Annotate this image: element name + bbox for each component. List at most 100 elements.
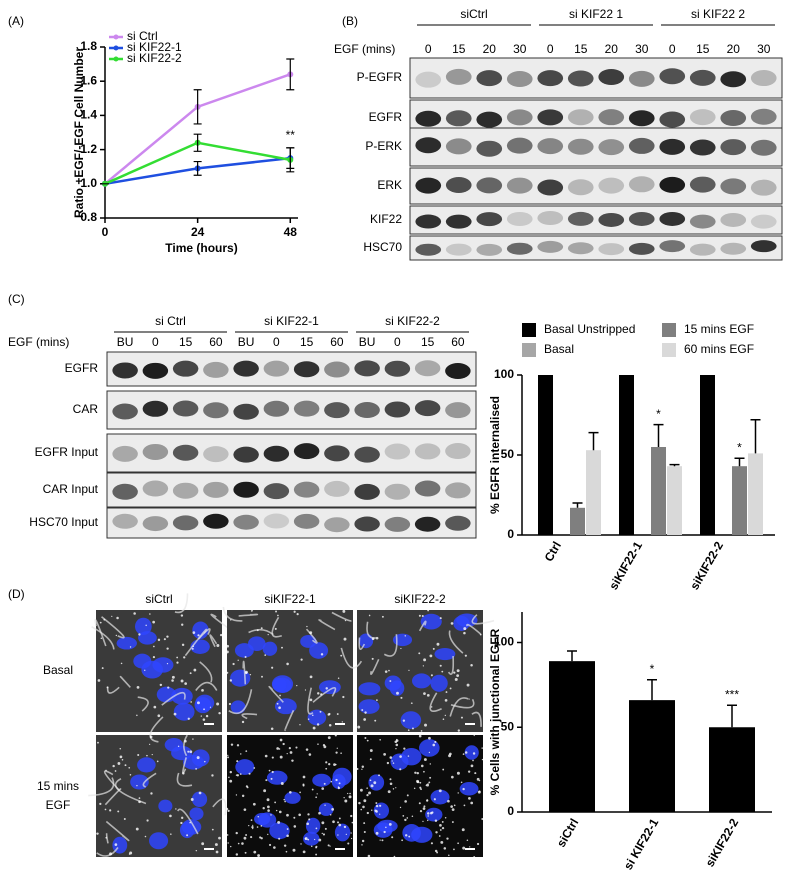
- speck: [190, 798, 194, 801]
- speck: [451, 808, 455, 812]
- blot-band: [384, 516, 411, 532]
- speck: [256, 629, 259, 632]
- blot-band: [384, 360, 411, 377]
- speck: [427, 609, 430, 612]
- speck: [244, 656, 247, 659]
- speck: [293, 610, 296, 613]
- column-label: siKIF22-1: [264, 592, 316, 606]
- speck: [422, 665, 425, 667]
- speck: [341, 721, 343, 723]
- speck: [163, 638, 166, 641]
- speck: [252, 802, 256, 806]
- bar: [586, 450, 601, 535]
- row-label: P-EGFR: [357, 70, 403, 84]
- speck: [468, 698, 470, 700]
- speck: [347, 842, 350, 845]
- speck: [257, 854, 261, 857]
- blot-band: [476, 177, 503, 194]
- speck: [136, 784, 138, 787]
- speck: [276, 702, 279, 705]
- speck: [427, 815, 429, 817]
- speck: [363, 830, 366, 834]
- cell-outline: [199, 661, 213, 683]
- nucleus: [430, 674, 448, 692]
- speck: [441, 826, 445, 830]
- legend-swatch: [662, 343, 676, 357]
- speck: [379, 813, 381, 815]
- speck: [304, 838, 307, 840]
- speck: [293, 816, 296, 819]
- lane-label: 0: [273, 335, 280, 349]
- nucleus: [430, 789, 450, 805]
- blot-band: [414, 360, 441, 377]
- blot-band: [537, 211, 564, 226]
- speck: [349, 792, 351, 795]
- speck: [467, 770, 471, 773]
- speck: [136, 714, 138, 717]
- speck: [429, 763, 431, 765]
- speck: [375, 802, 378, 805]
- cell-outline: [91, 625, 115, 650]
- nucleus: [191, 749, 210, 767]
- annotation: *: [737, 440, 742, 454]
- speck: [457, 729, 460, 732]
- speck: [195, 767, 198, 770]
- speck: [184, 682, 187, 685]
- speck: [239, 773, 242, 775]
- speck: [402, 814, 405, 817]
- speck: [321, 787, 325, 790]
- blot-band: [293, 361, 320, 378]
- speck: [321, 821, 325, 825]
- lane-label: 15: [179, 335, 193, 349]
- speck: [260, 627, 263, 630]
- x-tick-label: si KIF22-1: [621, 816, 662, 872]
- speck: [404, 800, 407, 803]
- blot-band: [203, 481, 229, 498]
- cell-outline: [238, 613, 259, 617]
- speck: [371, 637, 375, 641]
- speck: [129, 774, 132, 776]
- blot-band: [720, 212, 747, 227]
- speck: [270, 814, 272, 816]
- nucleus: [418, 739, 440, 757]
- speck: [244, 851, 247, 854]
- blot-band: [598, 139, 625, 156]
- speck: [411, 727, 414, 730]
- legend-label: si KIF22-1: [127, 40, 182, 54]
- legend-swatch: [522, 323, 536, 337]
- speck: [335, 778, 338, 782]
- speck: [428, 781, 431, 784]
- speck: [433, 798, 436, 801]
- speck: [311, 788, 314, 791]
- speck: [376, 699, 378, 702]
- speck: [270, 777, 273, 780]
- speck: [280, 782, 284, 785]
- speck: [149, 613, 151, 615]
- speck: [191, 647, 194, 650]
- blot-band: [203, 361, 229, 378]
- speck: [218, 711, 221, 715]
- row-label: EGF: [46, 798, 71, 812]
- blot-band: [445, 243, 472, 256]
- speck: [128, 766, 131, 769]
- speck: [286, 662, 289, 666]
- speck: [293, 825, 297, 828]
- speck: [237, 842, 240, 845]
- speck: [460, 716, 463, 719]
- speck: [202, 718, 206, 721]
- speck: [336, 747, 338, 749]
- speck: [177, 745, 180, 748]
- speck: [371, 809, 373, 811]
- speck: [343, 797, 345, 799]
- column-label: siKIF22-2: [394, 592, 446, 606]
- cell-outline: [106, 686, 120, 694]
- blot-panel: [106, 351, 477, 387]
- nucleus: [305, 817, 321, 834]
- speck: [418, 614, 421, 617]
- cell-outline: [312, 687, 337, 703]
- speck: [408, 669, 410, 672]
- speck: [361, 765, 365, 768]
- speck: [286, 828, 289, 830]
- speck: [330, 780, 333, 783]
